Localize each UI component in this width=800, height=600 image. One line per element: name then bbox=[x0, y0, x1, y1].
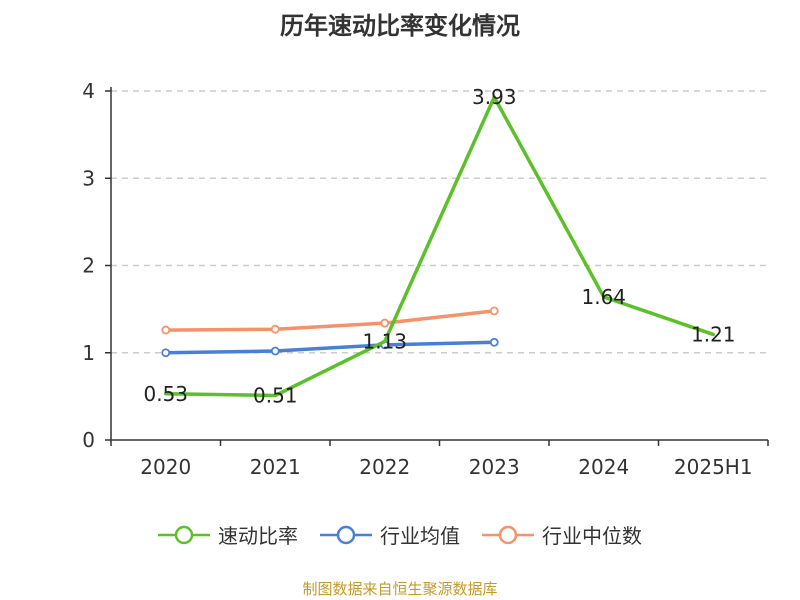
series-1-point-0 bbox=[161, 348, 171, 358]
y-tick-label: 1 bbox=[82, 341, 95, 365]
data-label-2020: 0.53 bbox=[143, 382, 188, 406]
x-tick-label-2025H1: 2025H1 bbox=[674, 455, 753, 479]
data-label-2022: 1.13 bbox=[362, 329, 407, 353]
series-line-0 bbox=[164, 95, 715, 398]
legend-label-series-1: 行业均值 bbox=[380, 524, 460, 548]
legend-circle-icon bbox=[174, 525, 194, 544]
series-2-point-0 bbox=[161, 325, 171, 335]
legend-item-series-2[interactable]: 行业中位数 bbox=[482, 520, 642, 549]
y-tick-label: 3 bbox=[82, 166, 95, 190]
x-tick-label-2021: 2021 bbox=[250, 455, 301, 479]
series-2-point-2 bbox=[380, 318, 390, 328]
series-2-point-1 bbox=[270, 324, 280, 334]
chart-title: 历年速动比率变化情况 bbox=[280, 12, 520, 40]
data-label-2024: 1.64 bbox=[581, 285, 626, 309]
legend-item-series-0[interactable]: 速动比率 bbox=[158, 520, 298, 549]
legend-circle-icon bbox=[336, 525, 356, 544]
x-tick-label-2022: 2022 bbox=[359, 455, 410, 479]
legend-label-series-2: 行业中位数 bbox=[542, 524, 642, 548]
legend: 速动比率 行业均值 行业中位数 bbox=[0, 520, 800, 549]
legend-label-series-0: 速动比率 bbox=[218, 524, 298, 548]
legend-circle-icon bbox=[498, 525, 518, 544]
y-tick-label: 2 bbox=[82, 254, 95, 278]
legend-item-series-1[interactable]: 行业均值 bbox=[320, 520, 460, 549]
legend-marker-series-1 bbox=[320, 525, 372, 544]
source-note: 制图数据来自恒生聚源数据库 bbox=[302, 580, 498, 598]
series-1-point-3 bbox=[489, 337, 499, 347]
x-tick-label-2023: 2023 bbox=[469, 455, 520, 479]
data-label-2023: 3.93 bbox=[472, 85, 517, 109]
series-line-1 bbox=[164, 340, 496, 355]
series-2-point-3 bbox=[489, 306, 499, 316]
legend-marker-series-0 bbox=[158, 525, 210, 544]
x-tick-label-2024: 2024 bbox=[578, 455, 629, 479]
x-tick-label-2020: 2020 bbox=[140, 455, 191, 479]
series-line-2 bbox=[164, 309, 496, 332]
y-tick-label: 4 bbox=[82, 79, 95, 103]
data-label-2021: 0.51 bbox=[253, 384, 298, 408]
y-tick-label: 0 bbox=[82, 428, 95, 452]
data-label-2025H1: 1.21 bbox=[691, 322, 736, 346]
series-1-point-1 bbox=[270, 346, 280, 356]
legend-marker-series-2 bbox=[482, 525, 534, 544]
